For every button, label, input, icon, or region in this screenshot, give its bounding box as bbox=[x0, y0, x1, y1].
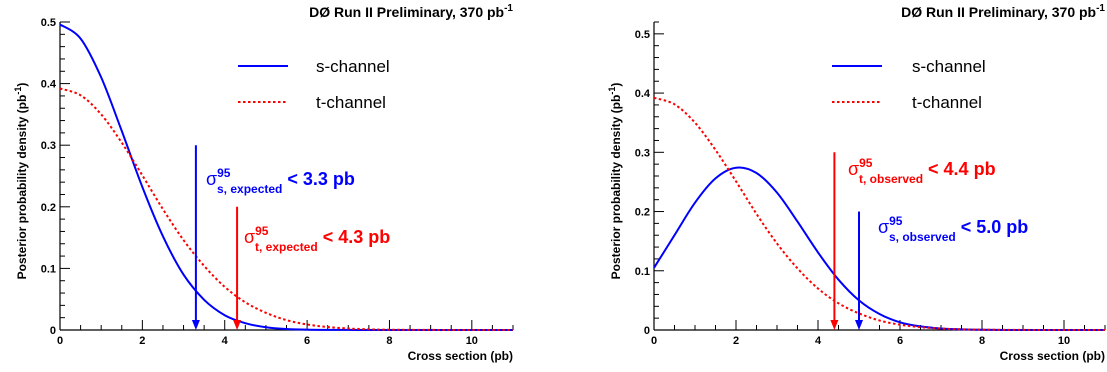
y-axis-label-text: Posterior probability density (pb bbox=[609, 95, 623, 280]
y-tick-label: 0.5 bbox=[635, 29, 650, 41]
y-axis-label-superscript: -1 bbox=[607, 87, 617, 95]
chart-title-superscript: -1 bbox=[1096, 3, 1105, 14]
y-tick-label: 0.2 bbox=[635, 207, 650, 219]
annotation-limit-text: < 4.4 pb bbox=[923, 159, 996, 179]
chart-title-text: DØ Run II Preliminary, 370 pb bbox=[309, 4, 504, 20]
y-tick-label: 0 bbox=[644, 325, 650, 337]
limit-arrow-head bbox=[233, 320, 242, 330]
limit-arrow-head bbox=[855, 320, 863, 330]
y-tick-label: 0.4 bbox=[635, 88, 651, 100]
annotation-subscript: s, expected bbox=[217, 182, 282, 196]
annotation-subscript: t, expected bbox=[255, 240, 318, 254]
limit-annotation: σ95 s, expected < 3.3 pb bbox=[206, 166, 355, 196]
x-tick-label: 6 bbox=[897, 335, 903, 347]
limit-arrow-head bbox=[830, 320, 839, 330]
sigma-symbol: σ bbox=[244, 227, 255, 247]
x-tick-label: 10 bbox=[466, 335, 478, 347]
sigma-symbol: σ bbox=[878, 217, 889, 237]
annotation-superscript: 95 bbox=[889, 214, 903, 228]
x-tick-label: 0 bbox=[651, 335, 657, 347]
annotation-superscript: 95 bbox=[217, 166, 231, 180]
legend-label-s-channel: s-channel bbox=[316, 57, 390, 76]
y-tick-label: 0.3 bbox=[41, 140, 56, 152]
limit-annotation: σ95 t, expected < 4.3 pb bbox=[244, 224, 390, 254]
annotation-subscript: t, observed bbox=[859, 172, 923, 186]
x-tick-label: 8 bbox=[386, 335, 392, 347]
chart-title-superscript: -1 bbox=[504, 3, 513, 14]
x-tick-label: 6 bbox=[304, 335, 310, 347]
annotation-superscript: 95 bbox=[859, 156, 873, 170]
annotation-limit-text: < 5.0 pb bbox=[956, 217, 1029, 237]
legend-label-t-channel: t-channel bbox=[912, 93, 982, 112]
annotation-limit-text: < 4.3 pb bbox=[318, 227, 391, 247]
x-tick-label: 8 bbox=[979, 335, 985, 347]
chart-panel-1: 0 2 4 6 8 10 0 0.1 0.2 0.3 0.4 0.5 DØ Run II Prelimi… bbox=[13, 3, 514, 363]
y-tick-label: 0 bbox=[50, 325, 56, 337]
y-axis-label: Posterior probability density (pb-1) bbox=[13, 83, 29, 280]
y-tick-label: 0.2 bbox=[41, 202, 56, 214]
y-axis-label-close: ) bbox=[609, 83, 623, 87]
t-channel-curve bbox=[59, 87, 513, 331]
limit-arrow-head bbox=[191, 320, 200, 330]
chart-title: DØ Run II Preliminary, 370 pb-1 bbox=[901, 3, 1105, 20]
y-axis-label-text: Posterior probability density (pb bbox=[15, 95, 29, 280]
legend-label-s-channel: s-channel bbox=[912, 57, 986, 76]
y-tick-label: 0.3 bbox=[635, 147, 650, 159]
chart-title-text: DØ Run II Preliminary, 370 pb bbox=[901, 4, 1096, 20]
annotation-superscript: 95 bbox=[255, 224, 269, 238]
y-axis-label: Posterior probability density (pb-1) bbox=[607, 83, 623, 280]
x-tick-label: 2 bbox=[733, 335, 739, 347]
annotation-subscript: s, observed bbox=[889, 230, 956, 244]
chart-panel-2: 0 2 4 6 8 10 0 0.1 0.2 0.3 0.4 0.5 DØ Run II Prelimi… bbox=[607, 3, 1106, 363]
y-tick-label: 0.1 bbox=[635, 266, 650, 278]
y-tick-label: 0.4 bbox=[41, 79, 57, 91]
y-axis-label-close: ) bbox=[15, 83, 29, 87]
sigma-symbol: σ bbox=[848, 159, 859, 179]
t-channel-curve bbox=[653, 96, 1105, 331]
annotation-limit-text: < 3.3 pb bbox=[282, 169, 355, 189]
s-channel-curve bbox=[653, 166, 1105, 331]
y-tick-label: 0.1 bbox=[41, 263, 56, 275]
chart-title: DØ Run II Preliminary, 370 pb-1 bbox=[309, 3, 513, 20]
x-axis-label: Cross section (pb) bbox=[408, 349, 513, 363]
x-tick-label: 2 bbox=[139, 335, 145, 347]
x-tick-label: 4 bbox=[815, 335, 822, 347]
x-tick-label: 4 bbox=[222, 335, 229, 347]
limit-annotation: σ95 s, observed < 5.0 pb bbox=[878, 214, 1028, 244]
sigma-symbol: σ bbox=[206, 169, 217, 189]
x-axis-label: Cross section (pb) bbox=[1000, 349, 1105, 363]
legend-label-t-channel: t-channel bbox=[316, 93, 386, 112]
y-axis-label-superscript: -1 bbox=[13, 87, 23, 95]
x-tick-label: 0 bbox=[57, 335, 63, 347]
y-tick-label: 0.5 bbox=[41, 17, 56, 29]
limit-annotation: σ95 t, observed < 4.4 pb bbox=[848, 156, 996, 186]
x-tick-label: 10 bbox=[1058, 335, 1070, 347]
